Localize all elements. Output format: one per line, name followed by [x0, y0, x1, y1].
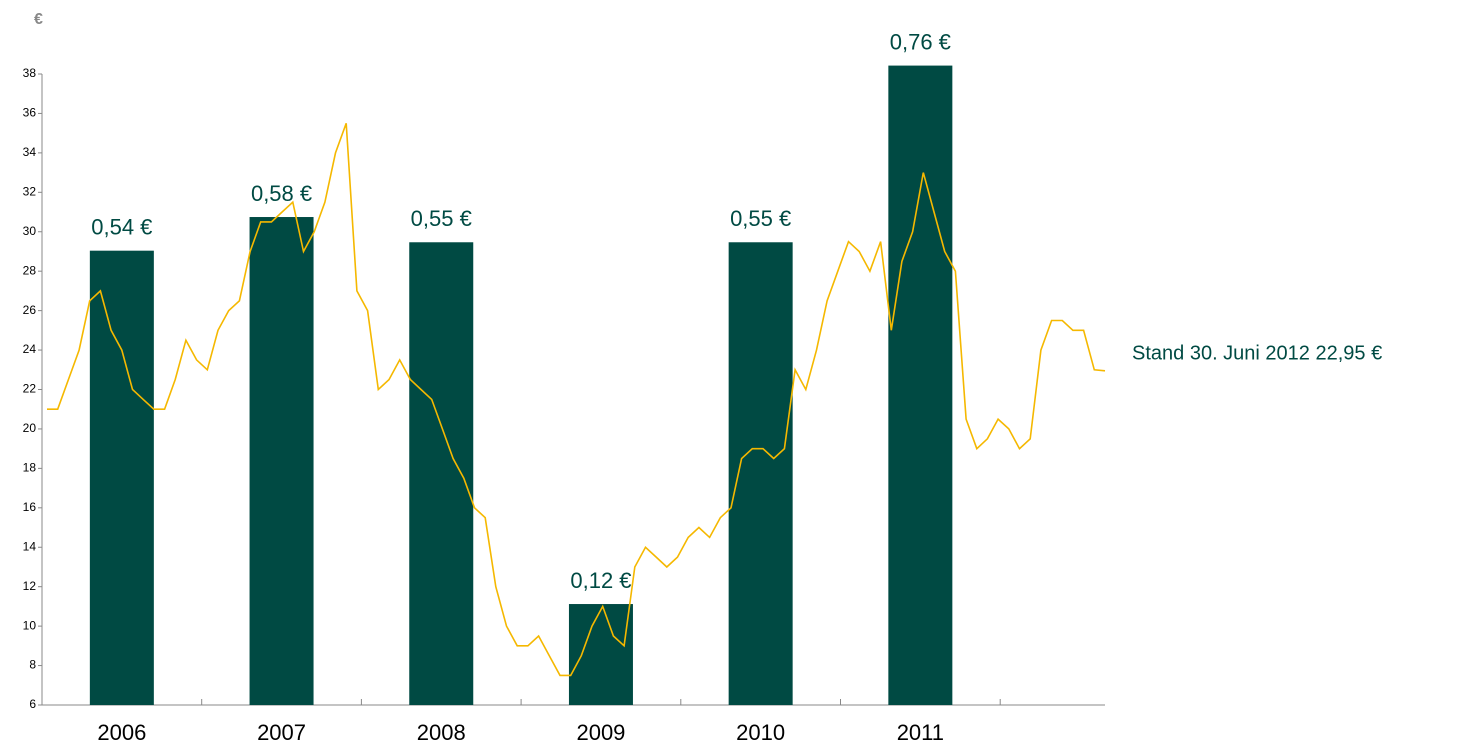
value-label: 0,76 € [890, 29, 951, 54]
y-tick-label: 18 [23, 461, 37, 475]
y-tick-label: 36 [23, 106, 37, 120]
y-tick-label: 26 [23, 303, 37, 317]
value-label: 0,55 € [730, 206, 791, 231]
y-tick-label: 30 [23, 224, 37, 238]
value-label: 0,12 € [570, 568, 631, 593]
y-tick-label: 20 [23, 421, 37, 435]
value-label: 0,58 € [251, 181, 312, 206]
y-tick-label: 24 [23, 342, 37, 356]
value-label: 0,55 € [411, 206, 472, 231]
y-tick-label: 28 [23, 263, 37, 277]
bar [888, 65, 953, 705]
x-tick-label: 2009 [576, 720, 625, 745]
y-tick-label: 34 [23, 145, 37, 159]
y-axis-unit: € [34, 11, 43, 28]
y-tick-label: 12 [23, 579, 37, 593]
y-tick-label: 22 [23, 382, 37, 396]
y-tick-label: 10 [23, 618, 37, 632]
x-tick-label: 2010 [736, 720, 785, 745]
value-label: 0,54 € [91, 214, 152, 239]
y-tick-label: 38 [23, 66, 37, 80]
y-tick-label: 14 [23, 539, 37, 553]
y-tick-label: 8 [29, 658, 36, 672]
y-tick-label: 16 [23, 500, 37, 514]
bar [409, 242, 474, 705]
price-line [47, 123, 1106, 677]
bar [89, 250, 154, 705]
x-tick-label: 2011 [897, 720, 944, 745]
bar [249, 217, 314, 705]
x-tick-label: 2006 [97, 720, 146, 745]
annotation: Stand 30. Juni 2012 22,95 € [1132, 342, 1382, 364]
y-tick-label: 32 [23, 184, 37, 198]
x-tick-label: 2008 [417, 720, 466, 745]
x-tick-label: 2007 [257, 720, 306, 745]
bar [568, 604, 633, 705]
y-tick-label: 6 [29, 697, 36, 711]
bar [728, 242, 793, 705]
